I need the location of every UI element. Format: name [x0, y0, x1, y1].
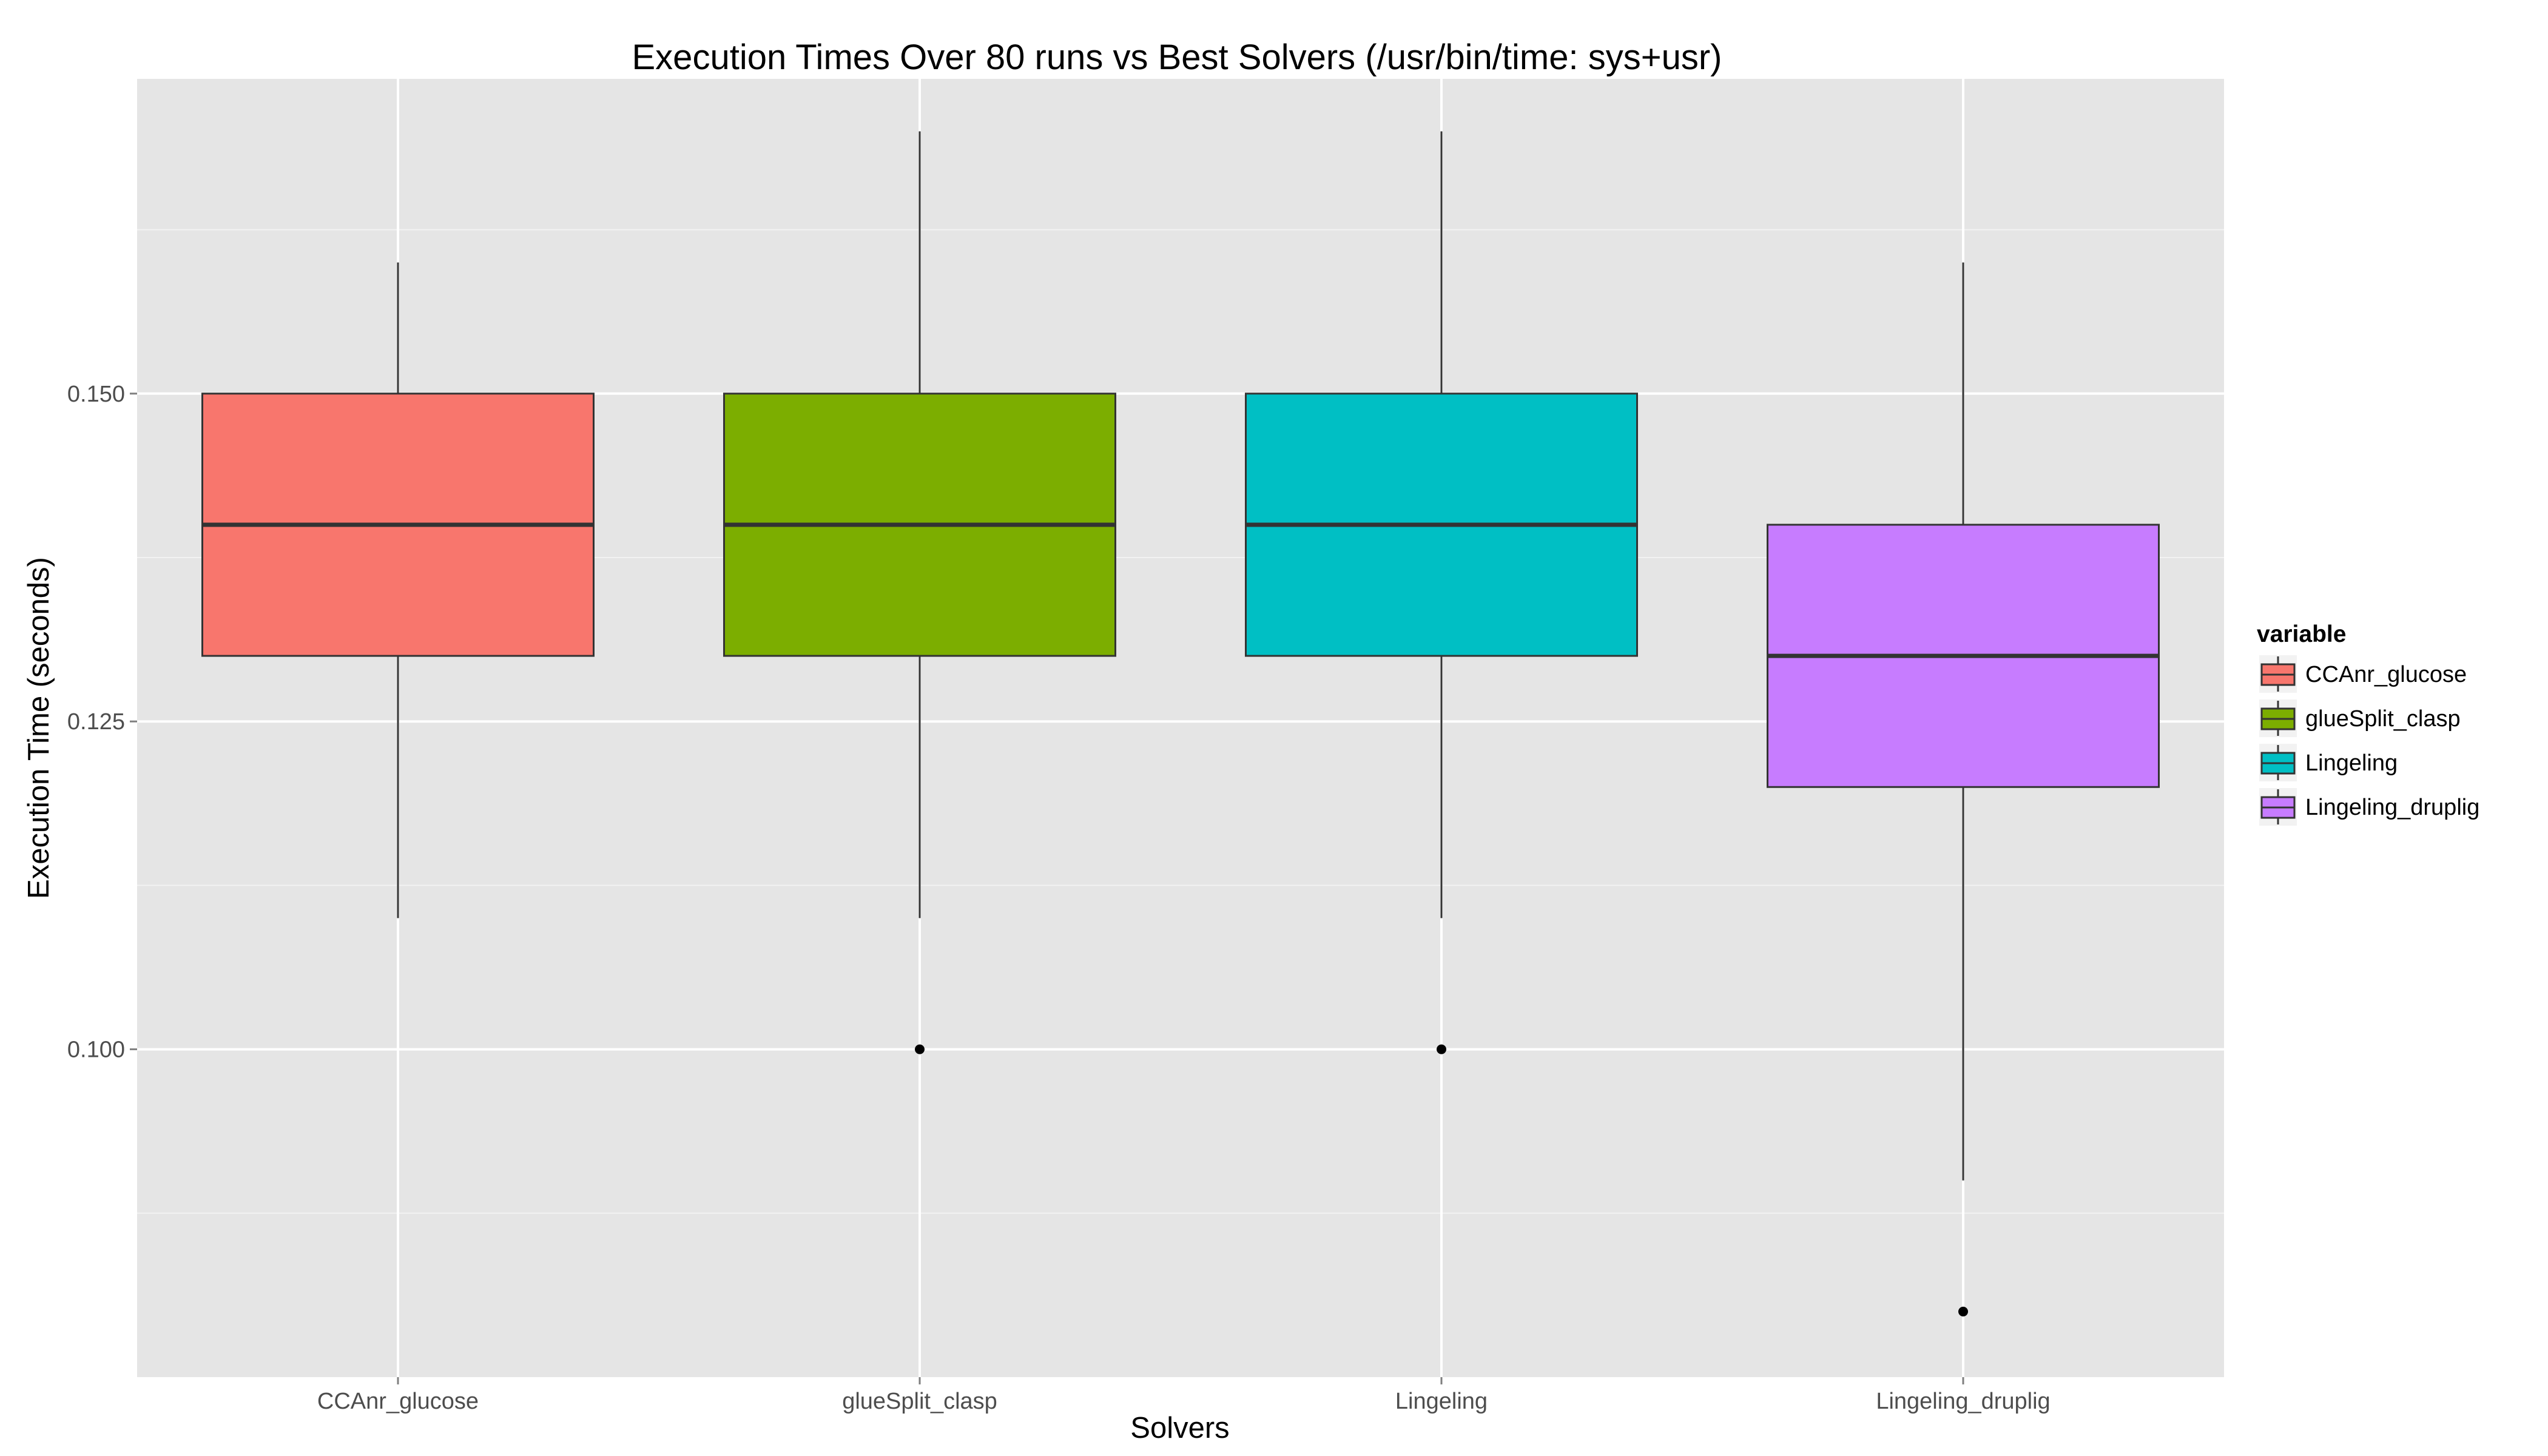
y-axis: 0.100 0.125 0.150	[67, 382, 137, 1063]
box-glueSplit_clasp	[723, 131, 1116, 1054]
outlier-point	[915, 1044, 925, 1054]
x-axis-title: Solvers	[1130, 1412, 1229, 1444]
x-tick-label: glueSplit_clasp	[842, 1389, 997, 1414]
chart-title: Execution Times Over 80 runs vs Best Sol…	[632, 38, 1722, 77]
box-CCAnr_glucose	[201, 262, 595, 918]
legend-item-Lingeling: Lingeling	[2259, 744, 2398, 781]
x-tick-label: Lingeling_druplig	[1876, 1389, 2050, 1414]
legend-label: Lingeling	[2305, 750, 2398, 776]
legend-label: Lingeling_druplig	[2305, 795, 2479, 820]
y-axis-title: Execution Time (seconds)	[22, 557, 55, 899]
legend-title: variable	[2257, 621, 2346, 647]
boxes	[201, 131, 2160, 1316]
legend-label: CCAnr_glucose	[2305, 662, 2467, 687]
legend-item-glueSplit_clasp: glueSplit_clasp	[2259, 699, 2461, 737]
legend-item-Lingeling_druplig: Lingeling_druplig	[2259, 788, 2479, 826]
y-tick-label: 0.100	[67, 1037, 125, 1063]
outlier-point	[1437, 1044, 1446, 1054]
box-Lingeling_druplig	[1767, 262, 2160, 1316]
legend: variable CCAnr_glucose glueSplit_clasp Lin…	[2257, 621, 2479, 826]
legend-label: glueSplit_clasp	[2305, 706, 2461, 732]
y-tick-label: 0.125	[67, 709, 125, 735]
x-axis: CCAnr_glucose glueSplit_clasp Lingeling Lin…	[317, 1377, 2051, 1414]
x-tick-label: Lingeling	[1395, 1389, 1488, 1414]
legend-item-CCAnr_glucose: CCAnr_glucose	[2259, 655, 2467, 693]
y-tick-label: 0.150	[67, 382, 125, 407]
x-tick-label: CCAnr_glucose	[317, 1389, 479, 1414]
outlier-point	[1958, 1306, 1968, 1316]
box-Lingeling	[1245, 131, 1638, 1054]
